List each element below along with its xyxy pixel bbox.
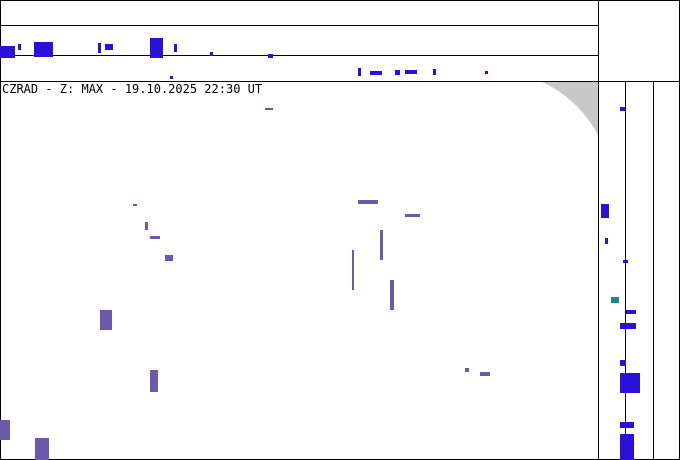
radar-echoes: [0, 108, 490, 460]
side-projection-echoes: [601, 107, 640, 460]
product-title: CZRAD - Z: MAX - 19.10.2025 22:30 UT: [2, 82, 262, 96]
top-projection-echoes: [0, 38, 488, 79]
out-of-range-area: [540, 81, 598, 135]
